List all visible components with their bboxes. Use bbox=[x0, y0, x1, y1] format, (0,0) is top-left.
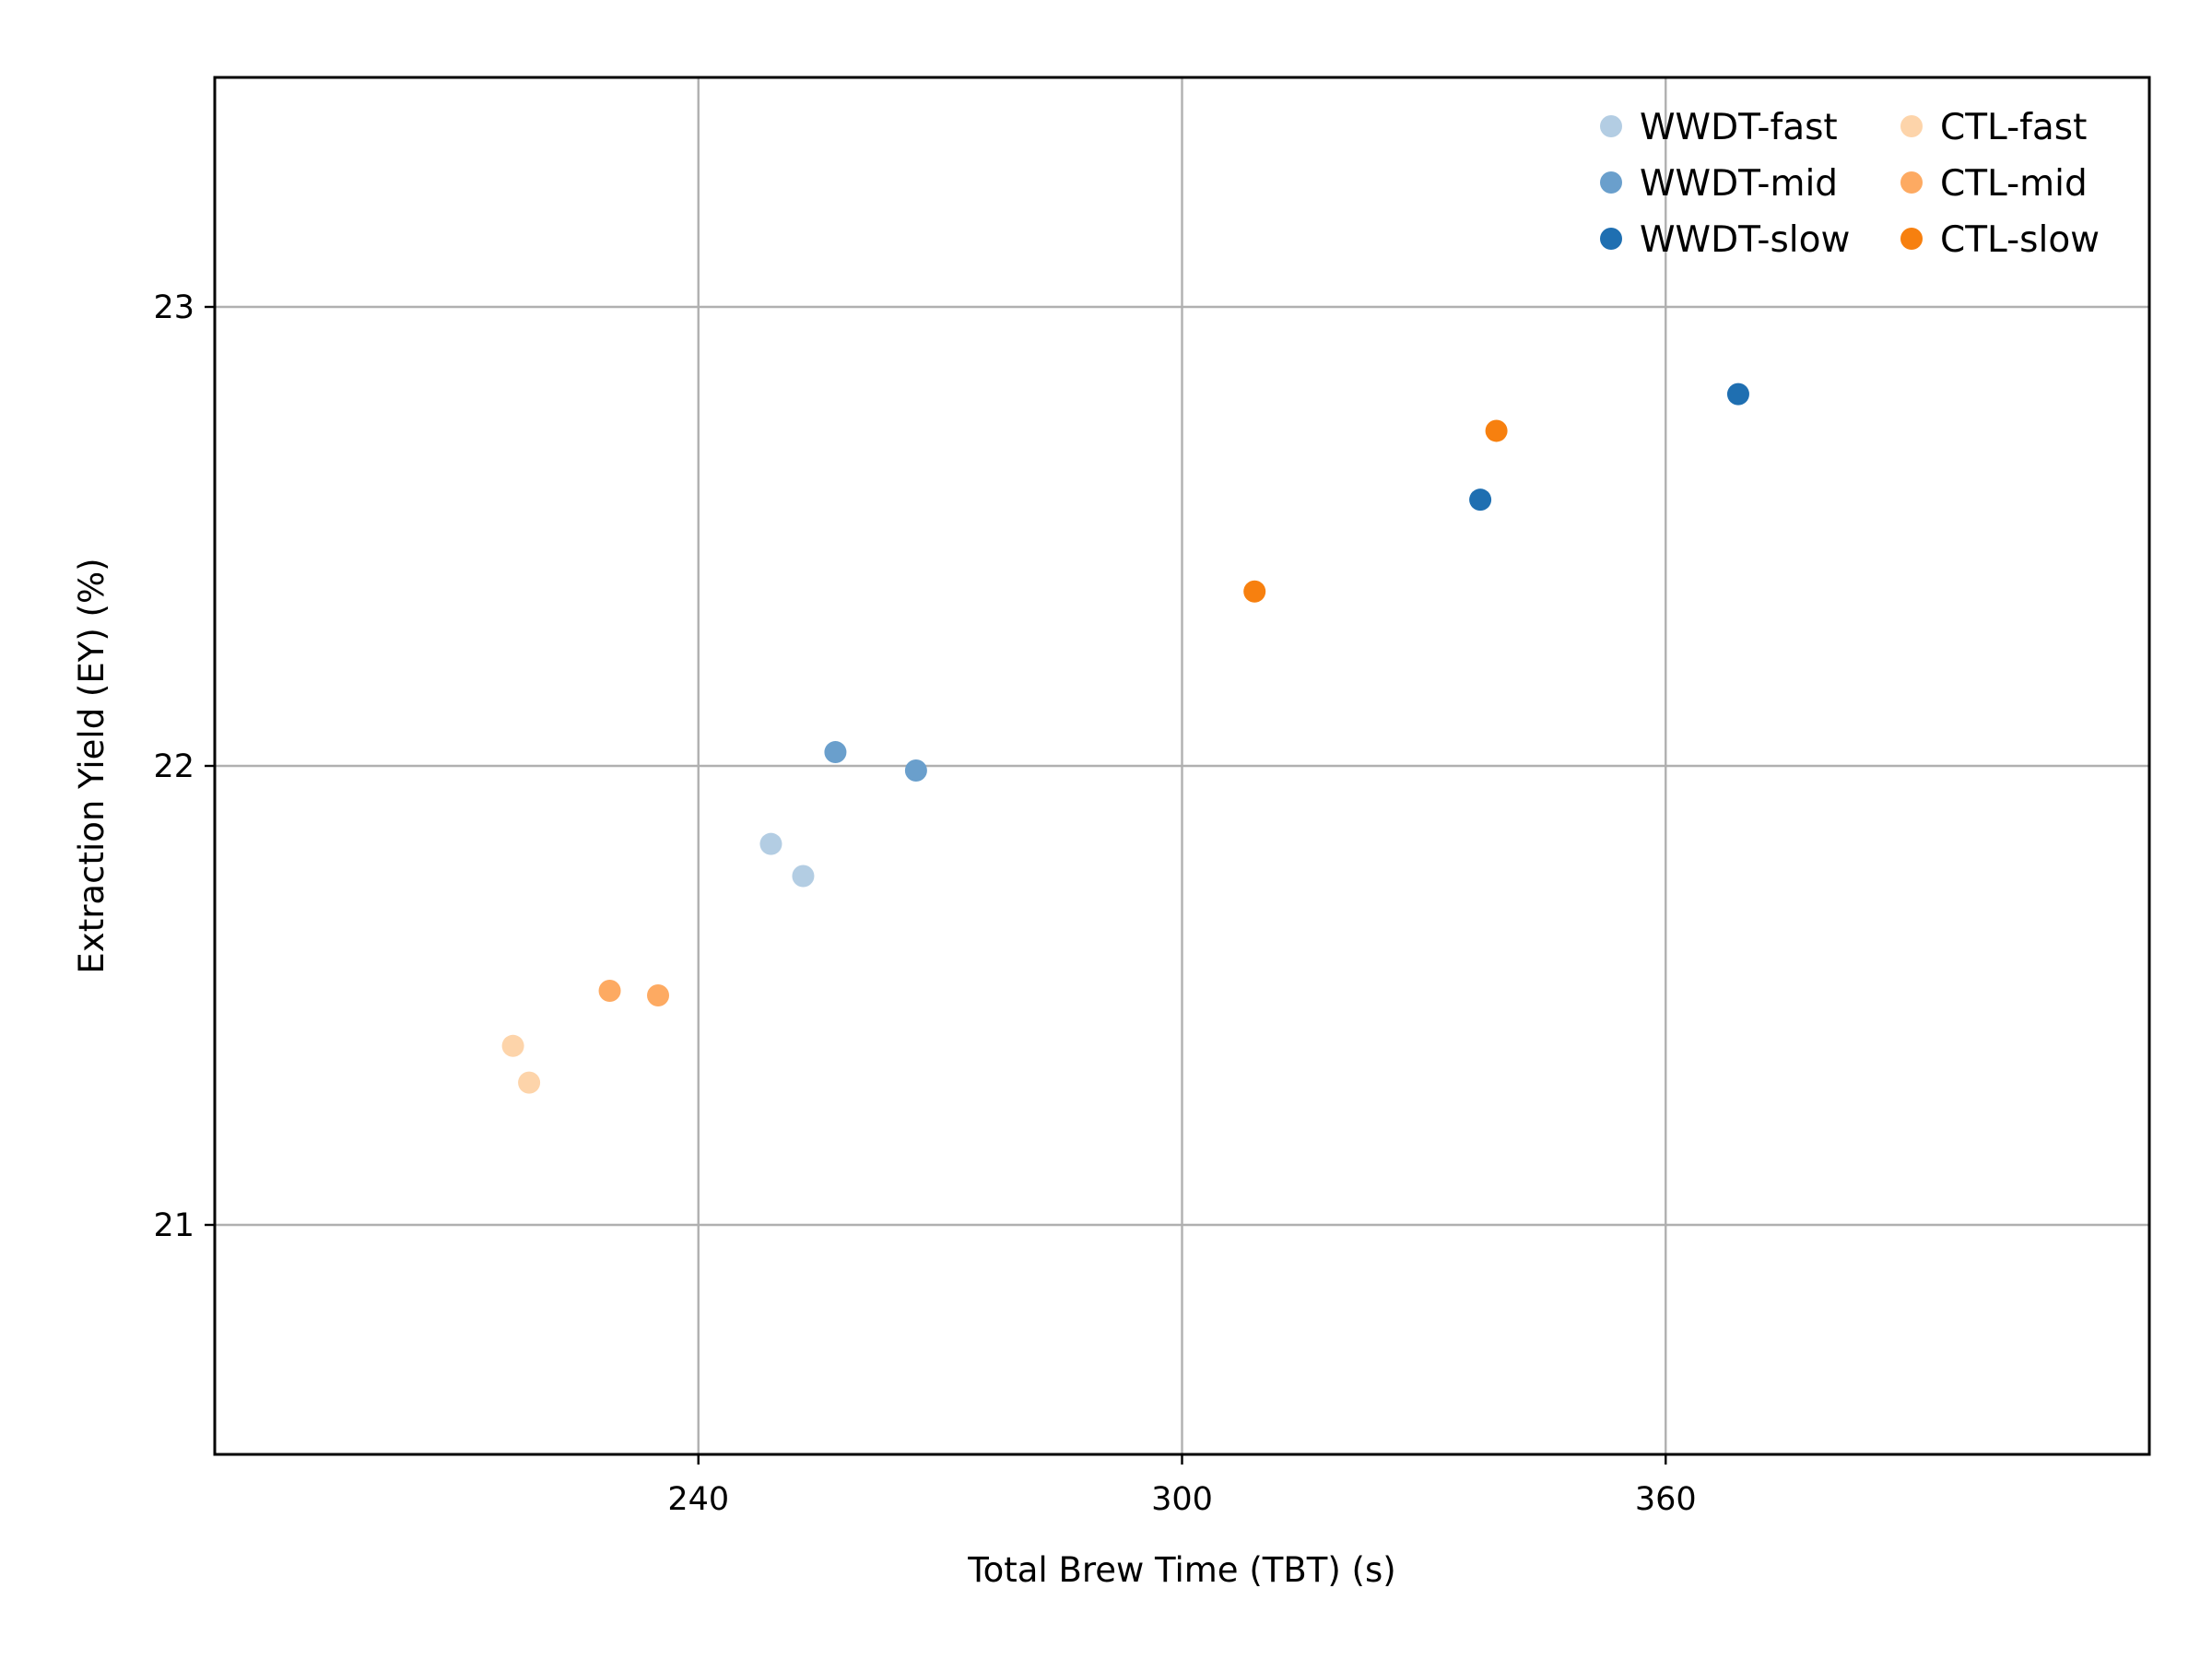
y-axis-label: Extraction Yield (EY) (%) bbox=[72, 558, 112, 973]
data-point bbox=[1726, 382, 1749, 406]
data-point bbox=[904, 759, 927, 782]
data-point bbox=[501, 1034, 524, 1057]
legend-marker bbox=[1600, 171, 1622, 194]
y-tick-label: 23 bbox=[153, 289, 194, 326]
data-point bbox=[824, 741, 847, 764]
legend-label: WWDT-slow bbox=[1640, 219, 1850, 261]
axis-ticks: 240 300 360 21 22 23 bbox=[153, 289, 1696, 1518]
legend-marker bbox=[1600, 228, 1622, 250]
data-point bbox=[1469, 488, 1492, 512]
grid-lines bbox=[215, 77, 2149, 1454]
legend-marker bbox=[1900, 171, 1923, 194]
legend-label: CTL-fast bbox=[1940, 107, 2087, 148]
data-point bbox=[1485, 419, 1508, 442]
data-point bbox=[759, 832, 782, 855]
legend: WWDT-fast WWDT-mid WWDT-slow CTL-fast CTL-mi… bbox=[1600, 107, 2100, 261]
legend-label: CTL-slow bbox=[1940, 219, 2100, 261]
legend-label: WWDT-mid bbox=[1640, 163, 1838, 205]
x-tick-label: 360 bbox=[1635, 1481, 1697, 1518]
x-axis-label: Total Brew Time (TBT) (s) bbox=[967, 1550, 1395, 1590]
y-tick-label: 22 bbox=[153, 748, 194, 785]
legend-label: CTL-mid bbox=[1940, 163, 2088, 205]
data-point bbox=[792, 865, 815, 888]
data-point bbox=[1243, 580, 1266, 603]
data-point bbox=[598, 980, 621, 1003]
data-point bbox=[518, 1071, 541, 1094]
y-tick-label: 21 bbox=[153, 1207, 194, 1244]
legend-marker bbox=[1600, 115, 1622, 137]
legend-marker bbox=[1900, 228, 1923, 250]
data-point bbox=[647, 984, 670, 1006]
x-tick-label: 240 bbox=[667, 1481, 729, 1518]
legend-marker bbox=[1900, 115, 1923, 137]
legend-label: WWDT-fast bbox=[1640, 107, 1838, 148]
data-points bbox=[501, 382, 1749, 1094]
x-tick-label: 300 bbox=[1151, 1481, 1213, 1518]
